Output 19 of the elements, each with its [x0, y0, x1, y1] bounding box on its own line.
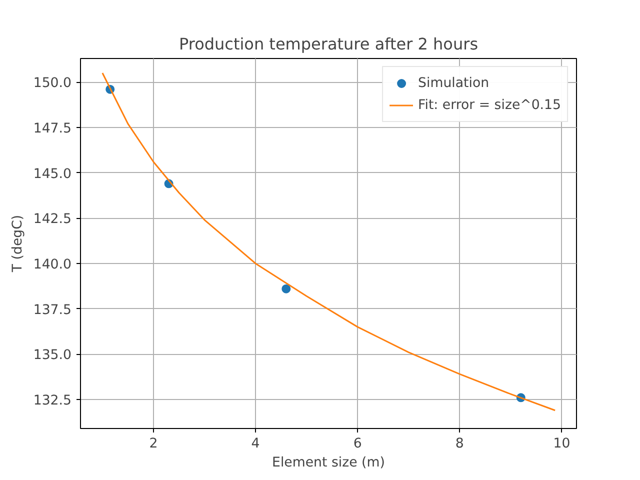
- y-tick-label: 145.0: [33, 166, 72, 182]
- y-tick-label: 142.5: [33, 212, 72, 228]
- y-tick-label: 140.0: [33, 257, 72, 272]
- x-tick-label: 8: [455, 436, 464, 452]
- legend-label: Simulation: [418, 76, 490, 90]
- x-tick-label: 4: [251, 436, 260, 452]
- x-tick-label: 6: [353, 436, 362, 452]
- y-axis-title: T (degC): [10, 214, 26, 274]
- y-tick-label: 147.5: [33, 121, 72, 136]
- point: [282, 284, 291, 294]
- y-tick-label: 150.0: [33, 76, 72, 92]
- y-tick-label: 135.0: [33, 348, 72, 364]
- y-tick-label: 132.5: [33, 393, 72, 408]
- x-axis-title: Element size (m): [272, 456, 385, 470]
- legend-label: Fit: error = size^0.15: [418, 98, 561, 112]
- y-tick-label: 137.5: [33, 302, 72, 318]
- x-tick-label: 10: [553, 436, 570, 452]
- chart-title: Production temperature after 2 hours: [178, 34, 478, 54]
- x-tick-label: 2: [149, 436, 158, 452]
